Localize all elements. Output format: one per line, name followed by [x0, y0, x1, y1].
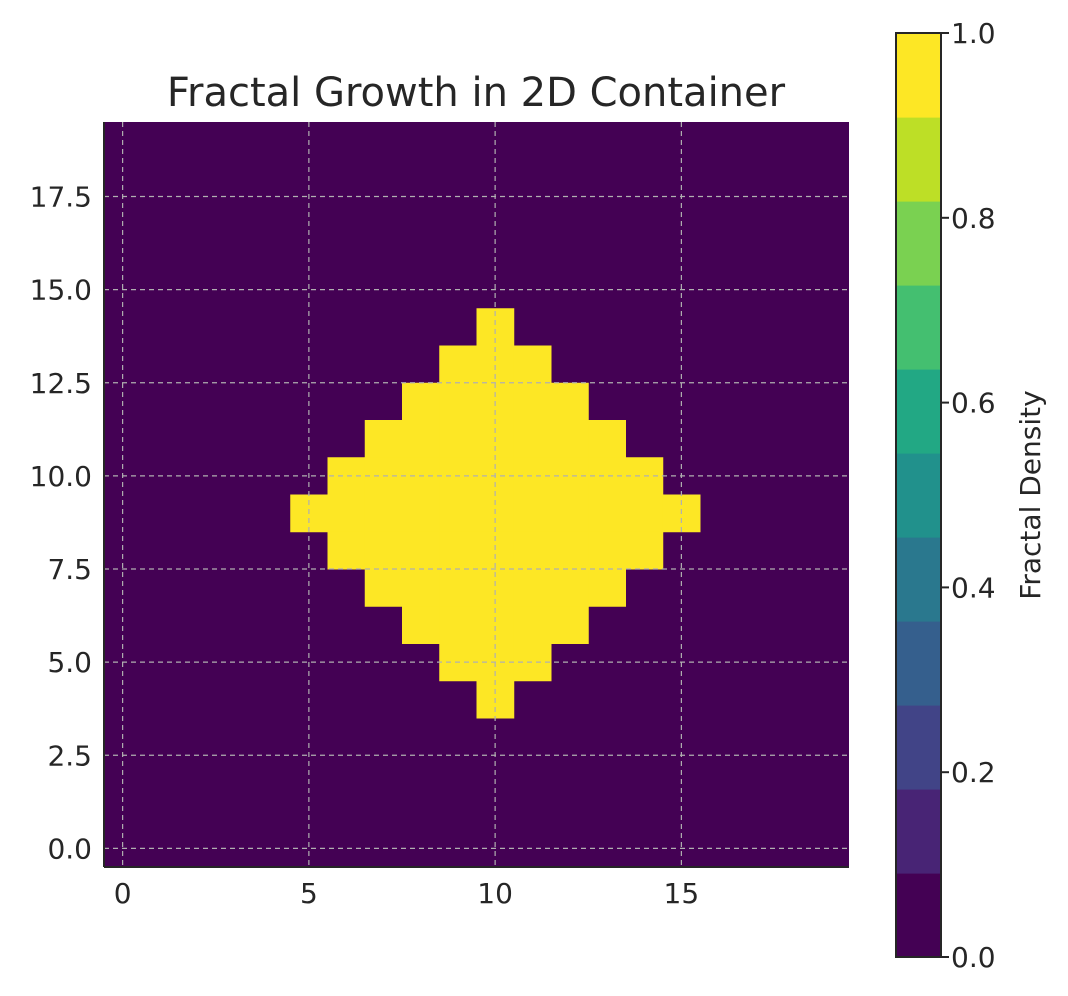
x-tick-label: 5 — [300, 877, 318, 910]
heatmap-cell — [402, 420, 440, 458]
heatmap-cell — [402, 569, 440, 607]
colorbar-band — [896, 285, 941, 370]
x-tick-label: 10 — [477, 877, 513, 910]
heatmap-cell — [402, 494, 440, 533]
colorbar-band — [896, 789, 941, 874]
heatmap-cell — [402, 382, 440, 421]
colorbar-tick-label: 0.4 — [951, 571, 996, 604]
y-tick-label: 10.0 — [30, 460, 92, 493]
colorbar-frame — [895, 32, 942, 958]
colorbar-tick-label: 0.2 — [951, 756, 996, 789]
heatmap-cell — [364, 420, 403, 458]
y-tick-label: 15.0 — [30, 274, 92, 307]
colorbar: 0.0 0.2 0.4 0.6 0.8 1.0 Fractal Density — [895, 17, 1047, 974]
heatmap-cell — [439, 420, 477, 458]
heatmap-cell — [551, 606, 589, 644]
heatmap-cell — [551, 382, 589, 421]
heatmap-cell — [439, 494, 477, 533]
colorbar-band — [896, 537, 941, 622]
heatmap-cell — [364, 569, 403, 607]
heatmap-cell — [513, 606, 552, 644]
colorbar-band — [896, 873, 941, 958]
heatmap-cell — [439, 345, 477, 384]
heatmap-cell — [402, 531, 440, 570]
heatmap-cell — [439, 606, 477, 644]
heatmap-cell — [551, 569, 589, 607]
x-tick-label: 15 — [664, 877, 700, 910]
heatmap-cell — [513, 531, 552, 570]
heatmap-cell — [551, 531, 589, 570]
heatmap-cell — [588, 569, 626, 607]
colorbar-band — [896, 705, 941, 790]
heatmap-cell — [551, 494, 589, 533]
colorbar-label: Fractal Density — [1014, 390, 1047, 599]
colorbar-band — [896, 621, 941, 706]
heatmap-cell — [439, 569, 477, 607]
y-tick-label: 2.5 — [47, 739, 92, 772]
heatmap-cell — [625, 494, 664, 533]
heatmap-cell — [551, 420, 589, 458]
heatmap-cell — [439, 531, 477, 570]
heatmap-cell — [625, 531, 664, 570]
y-axis: 0.0 2.5 5.0 7.5 10.0 12.5 15.0 17.5 — [30, 181, 92, 866]
heatmap-cell — [364, 494, 403, 533]
colorbar-tick-label: 0.8 — [951, 202, 996, 235]
heatmap-cell — [402, 606, 440, 644]
y-tick-label: 0.0 — [47, 832, 92, 865]
heatmap-cell — [588, 420, 626, 458]
y-tick-label: 17.5 — [30, 181, 92, 214]
heatmap-cell — [327, 494, 366, 533]
colorbar-band — [896, 33, 941, 118]
colorbar-tick-label: 0.0 — [951, 941, 996, 974]
colorbar-tick-label: 0.6 — [951, 387, 996, 420]
heatmap-cell — [439, 382, 477, 421]
chart-title: Fractal Growth in 2D Container — [167, 70, 786, 116]
y-tick-label: 12.5 — [30, 367, 92, 400]
x-tick-label: 0 — [114, 877, 132, 910]
colorbar-band — [896, 201, 941, 286]
heatmap-cell — [588, 494, 626, 533]
heatmap-cell — [327, 531, 366, 570]
heatmap-cell — [513, 345, 552, 384]
plot-area — [103, 122, 849, 868]
colorbar-band — [896, 117, 941, 202]
x-axis: 0 5 10 15 — [114, 877, 699, 910]
heatmap-cell — [588, 531, 626, 570]
heatmap-cell — [513, 420, 552, 458]
y-tick-label: 7.5 — [47, 553, 92, 586]
heatmap-cell — [513, 494, 552, 533]
colorbar-band — [896, 453, 941, 538]
heatmap-cell — [364, 531, 403, 570]
colorbar-tick-label: 1.0 — [951, 17, 996, 50]
y-tick-label: 5.0 — [47, 646, 92, 679]
colorbar-band — [896, 369, 941, 454]
heatmap-cell — [513, 382, 552, 421]
heatmap-cell — [513, 569, 552, 607]
